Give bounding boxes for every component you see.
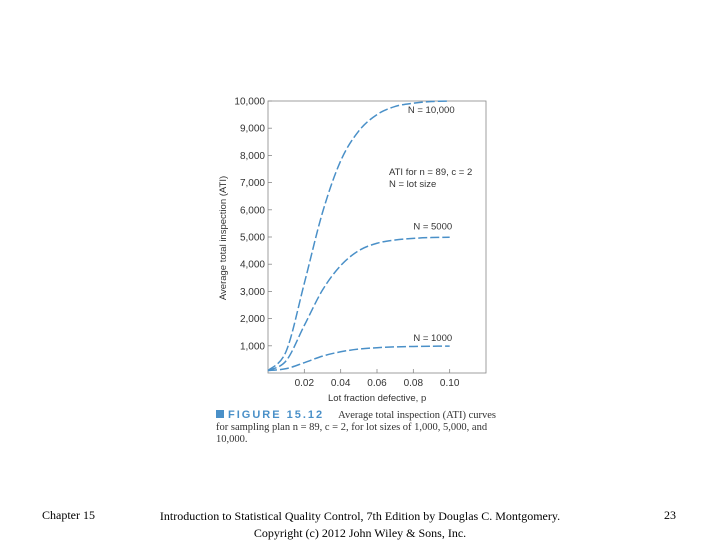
y-tick-label: 5,000 — [240, 233, 265, 244]
y-tick-label: 10,000 — [234, 97, 265, 108]
annotation-line-2: N = lot size — [389, 179, 436, 190]
chart-axes: 1,000 2,000 3,000 4,000 5,000 6,000 7,000 8,000… — [234, 97, 487, 389]
chart-series-layer: N = 10,000 N = 5000 N = 1000 — [267, 100, 455, 372]
book-citation: Introduction to Statistical Quality Cont… — [150, 508, 570, 542]
book-citation-line-2: Copyright (c) 2012 John Wiley & Sons, In… — [253, 526, 467, 540]
series-label-2: N = 5000 — [413, 221, 452, 232]
y-tick-label: 9,000 — [240, 124, 265, 135]
series-line-2 — [267, 236, 450, 372]
book-citation-line-1: Introduction to Statistical Quality Cont… — [159, 509, 561, 523]
y-tick-label: 6,000 — [240, 205, 265, 216]
x-tick-label: 0.08 — [404, 378, 424, 389]
y-tick-label: 3,000 — [240, 287, 265, 298]
series-label-1: N = 10,000 — [408, 105, 455, 116]
y-tick-label: 4,000 — [240, 260, 265, 271]
chapter-label: Chapter 15 — [42, 508, 95, 522]
x-tick-label: 0.04 — [331, 378, 351, 389]
y-axis-title: Average total inspection (ATI) — [218, 176, 229, 300]
y-tick-label: 2,000 — [240, 314, 265, 325]
y-tick-label: 8,000 — [240, 151, 265, 162]
page-number: 23 — [664, 508, 676, 522]
annotation-line-1: ATI for n = 89, c = 2 — [389, 167, 472, 178]
x-tick-label: 0.10 — [440, 378, 460, 389]
x-tick-label: 0.02 — [295, 378, 315, 389]
series-line-3 — [267, 345, 450, 372]
y-tick-label: 1,000 — [240, 341, 265, 352]
series-label-3: N = 1000 — [413, 333, 452, 344]
figure-marker-icon — [216, 410, 224, 418]
x-axis-title: Lot fraction defective, p — [328, 393, 426, 404]
caption-text: Average total inspection (ATI) curves fo… — [216, 410, 496, 445]
x-tick-label: 0.06 — [367, 378, 387, 389]
series-line-1 — [267, 100, 450, 372]
figure-caption: FIGURE 15.12 Average total inspection (AT… — [216, 409, 506, 446]
figure-label: FIGURE 15.12 — [228, 409, 325, 421]
y-tick-label: 7,000 — [240, 178, 265, 189]
